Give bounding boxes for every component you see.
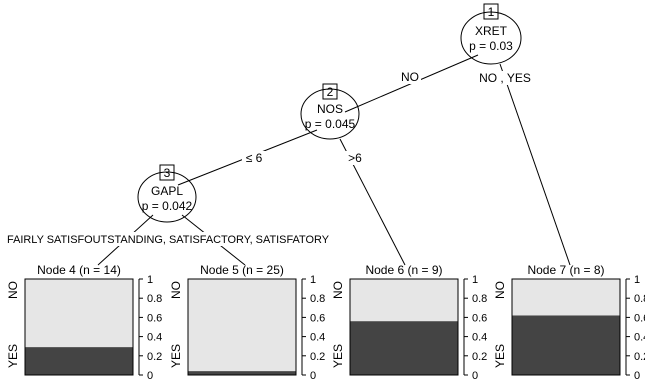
terminal-node-4: Node 4 (n = 14) NO YES 0 0.2 0.4 0.6 0.8 1 (6, 263, 162, 382)
node-p-value: p = 0.045 (305, 117, 356, 131)
terminal-node-title: Node 4 (n = 14) (37, 263, 121, 277)
axis-tick-label: 0.8 (634, 293, 645, 305)
terminal-node-title: Node 5 (n = 25) (200, 263, 284, 277)
panel-border (511, 278, 621, 376)
node-variable: GAPL (151, 184, 183, 198)
terminal-node-7: Node 7 (n = 8) NO YES 0 0.2 0.4 0.6 0.8 1 (493, 263, 645, 382)
edge-label-node2-left: ≤ 6 (242, 151, 266, 165)
node-id: 1 (488, 5, 495, 19)
node-ellipse (300, 88, 360, 140)
axis-tick-label: 1 (147, 274, 153, 286)
category-label-no: NO (6, 281, 20, 299)
axis-tick-label: 0.6 (147, 312, 162, 324)
category-label-no: NO (169, 281, 183, 299)
axis-tick-label: 0.4 (472, 332, 487, 344)
node-variable: XRET (475, 24, 508, 38)
axis-tick-label: 0.2 (147, 351, 162, 363)
edge-label-node2-right: >6 (344, 151, 366, 165)
svg-text:≤ 6: ≤ 6 (246, 151, 263, 165)
category-label-yes: YES (493, 344, 507, 368)
axis-tick-label: 0.8 (310, 293, 325, 305)
axis-tick-label: 0 (472, 370, 478, 382)
axis-tick-label: 0.8 (472, 293, 487, 305)
axis-tick-label: 0 (634, 370, 640, 382)
node-id: 2 (327, 85, 334, 99)
axis-tick-label: 0.2 (472, 351, 487, 363)
svg-text:>6: >6 (348, 151, 362, 165)
svg-text:FAIRLY SATISFOUTSTANDING, SATI: FAIRLY SATISFOUTSTANDING, SATISFACTORY, … (7, 234, 330, 246)
svg-text:NO: NO (401, 70, 419, 84)
axis-tick-label: 1 (634, 274, 640, 286)
terminal-node-title: Node 6 (n = 9) (365, 263, 442, 277)
axis-tick-label: 0.2 (310, 351, 325, 363)
node-id-box (159, 164, 175, 181)
terminal-node-5: Node 5 (n = 25) NO YES 0 0.2 0.4 0.6 0.8 1 (169, 263, 325, 382)
node-id-box (483, 3, 499, 20)
node-variable: NOS (317, 102, 343, 116)
edge-label-node3-split: FAIRLY SATISFOUTSTANDING, SATISFACTORY, … (6, 232, 331, 246)
axis-tick-label: 0.6 (634, 312, 645, 324)
axis-tick-label: 1 (472, 274, 478, 286)
category-label-yes: YES (6, 344, 20, 368)
axis-tick-label: 0 (147, 370, 153, 382)
axis-tick-label: 0.6 (310, 312, 325, 324)
axis-tick-label: 0 (310, 370, 316, 382)
no-bar (188, 279, 296, 375)
axis-tick-label: 0.6 (472, 312, 487, 324)
panel-border (349, 278, 459, 376)
category-label-yes: YES (331, 344, 345, 368)
node-id: 3 (164, 166, 171, 180)
yes-bar (350, 321, 458, 375)
node-p-value: p = 0.03 (469, 39, 513, 53)
category-label-no: NO (493, 281, 507, 299)
node-id-box (322, 83, 338, 100)
terminal-node-6: Node 6 (n = 9) NO YES 0 0.2 0.4 0.6 0.8 1 (331, 263, 487, 382)
panel-border (24, 278, 134, 376)
axis-tick-label: 1 (310, 274, 316, 286)
axis-tick-label: 0.4 (310, 332, 325, 344)
axis-tick-label: 0.2 (634, 351, 645, 363)
inner-node-1: 1 XRET p = 0.03 (460, 3, 522, 65)
category-label-no: NO (331, 281, 345, 299)
edge-label-node1-left: NO (399, 70, 421, 84)
edge-1-to-7 (499, 63, 571, 266)
node-p-value: p = 0.042 (142, 199, 193, 213)
axis-tick-label: 0.4 (634, 332, 645, 344)
node-ellipse (137, 171, 197, 223)
node-ellipse (460, 11, 522, 65)
terminal-node-title: Node 7 (n = 8) (527, 263, 604, 277)
yes-bar (188, 371, 296, 375)
inner-node-3: 3 GAPL p = 0.042 (137, 164, 197, 223)
axis-tick-label: 0.8 (147, 293, 162, 305)
yes-bar (25, 347, 133, 375)
axis-tick-label: 0.4 (147, 332, 162, 344)
inner-node-2: 2 NOS p = 0.045 (300, 83, 360, 140)
yes-bar (512, 315, 620, 375)
svg-text:NO , YES: NO , YES (479, 71, 531, 85)
category-label-yes: YES (169, 344, 183, 368)
panel-border (187, 278, 297, 376)
edge-label-node1-right: NO , YES (479, 71, 531, 85)
